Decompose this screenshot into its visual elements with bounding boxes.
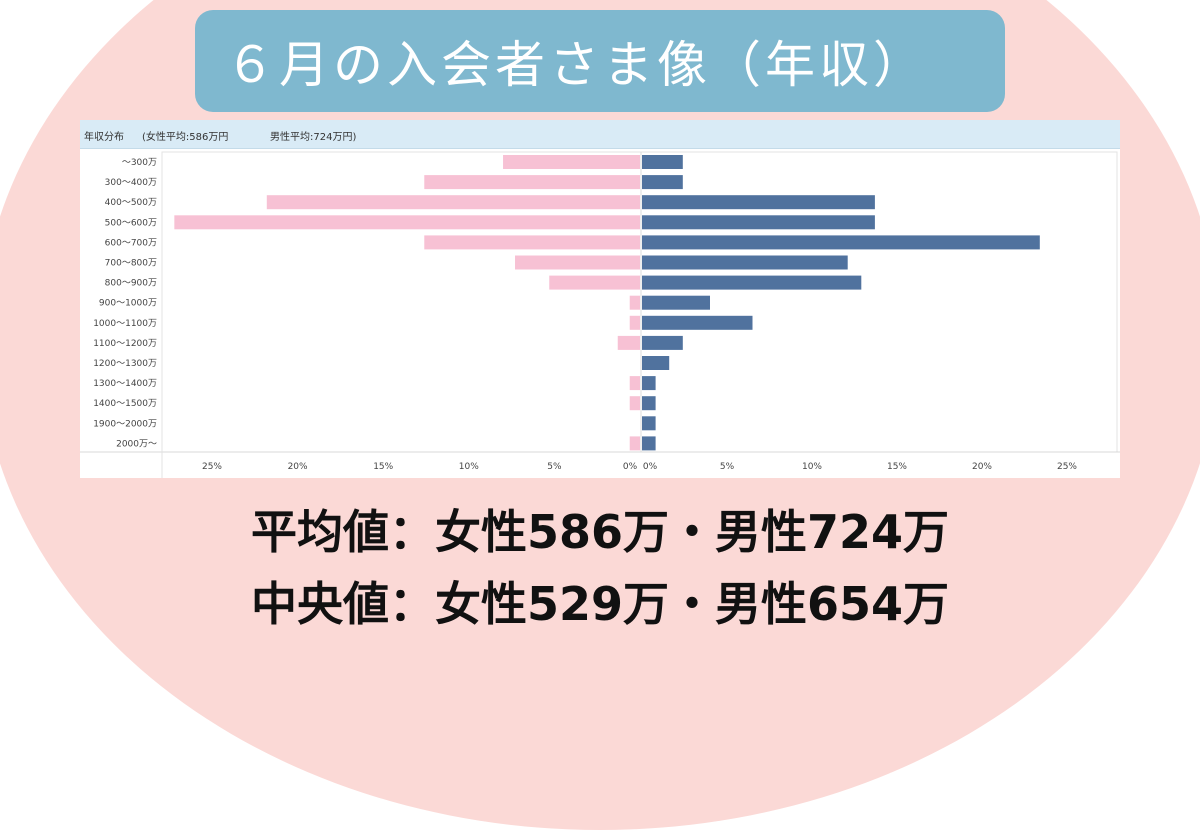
category-label: 400～500万 <box>105 198 157 208</box>
male-bar <box>642 155 683 169</box>
right-tick-label: 25% <box>1057 462 1077 472</box>
female-bar <box>629 436 640 451</box>
page-title: ６月の入会者さま像（年収） <box>225 36 927 94</box>
average-stat: 平均値：女性586万・男性724万 <box>0 496 1200 562</box>
male-bar <box>642 175 683 190</box>
male-bar <box>642 295 710 310</box>
category-label: 1400～1500万 <box>93 399 157 409</box>
right-tick-label: 15% <box>887 462 907 472</box>
category-label: 900～1000万 <box>99 299 157 309</box>
category-label: 1300～1400万 <box>93 379 157 389</box>
right-tick-label: 5% <box>720 462 735 472</box>
female-bar <box>629 396 640 411</box>
female-bar <box>549 275 640 290</box>
male-bar <box>642 215 875 230</box>
left-tick-label: 0% <box>623 462 638 472</box>
male-bar <box>642 275 862 290</box>
male-bar <box>642 235 1040 250</box>
average-stat-text: 平均値：女性586万・男性724万 <box>250 505 950 559</box>
category-label: 500～600万 <box>105 218 157 228</box>
category-label: 1200～1300万 <box>93 359 157 369</box>
category-label: 1000～1100万 <box>93 319 157 329</box>
male-bar <box>642 195 875 210</box>
left-tick-label: 15% <box>373 462 393 472</box>
female-bar <box>629 295 640 310</box>
median-stat-text: 中央値：女性529万・男性654万 <box>250 577 950 631</box>
male-bar <box>642 416 656 431</box>
category-label: 300～400万 <box>105 178 157 188</box>
female-bar <box>424 175 640 190</box>
category-label: 1900～2000万 <box>93 419 157 429</box>
female-bar <box>629 376 640 391</box>
right-tick-label: 20% <box>972 462 992 472</box>
left-tick-label: 20% <box>288 462 308 472</box>
category-label: 600～700万 <box>105 238 157 248</box>
female-bar <box>424 235 640 250</box>
female-bar <box>617 335 640 350</box>
category-label: 2000万～ <box>116 439 157 449</box>
category-label: 1100～1200万 <box>93 339 157 349</box>
title-banner: ６月の入会者さま像（年収） <box>195 10 1005 112</box>
right-tick-label: 0% <box>643 462 658 472</box>
female-bar <box>266 195 640 210</box>
male-bar <box>642 356 670 370</box>
female-bar <box>629 315 640 330</box>
male-bar <box>642 335 683 350</box>
female-average-label: (女性平均:586万円 <box>142 132 229 143</box>
female-bar <box>515 255 640 270</box>
male-bar <box>642 315 753 330</box>
left-tick-label: 25% <box>202 462 222 472</box>
male-bar <box>642 376 656 391</box>
female-bar <box>174 215 640 230</box>
female-bar <box>503 155 640 169</box>
median-stat: 中央値：女性529万・男性654万 <box>0 568 1200 634</box>
male-average-label: 男性平均:724万円) <box>270 132 357 143</box>
income-distribution-chart: ～300万 300～400万 400～500万 500～600万 600～700万 700… <box>80 151 1120 478</box>
right-tick-label: 10% <box>802 462 822 472</box>
chart-panel: 年収分布 (女性平均:586万円 男性平均:724万円) ～300万 300～40… <box>80 120 1120 478</box>
category-label: 700～800万 <box>105 259 157 269</box>
male-bar <box>642 255 848 270</box>
category-label: 800～900万 <box>105 279 157 289</box>
category-label: ～300万 <box>122 158 157 168</box>
chart-title: 年収分布 <box>84 132 124 143</box>
left-tick-label: 10% <box>459 462 479 472</box>
male-bar <box>642 436 656 451</box>
chart-header: 年収分布 (女性平均:586万円 男性平均:724万円) <box>80 120 1120 149</box>
male-bar <box>642 396 656 411</box>
left-tick-label: 5% <box>547 462 562 472</box>
